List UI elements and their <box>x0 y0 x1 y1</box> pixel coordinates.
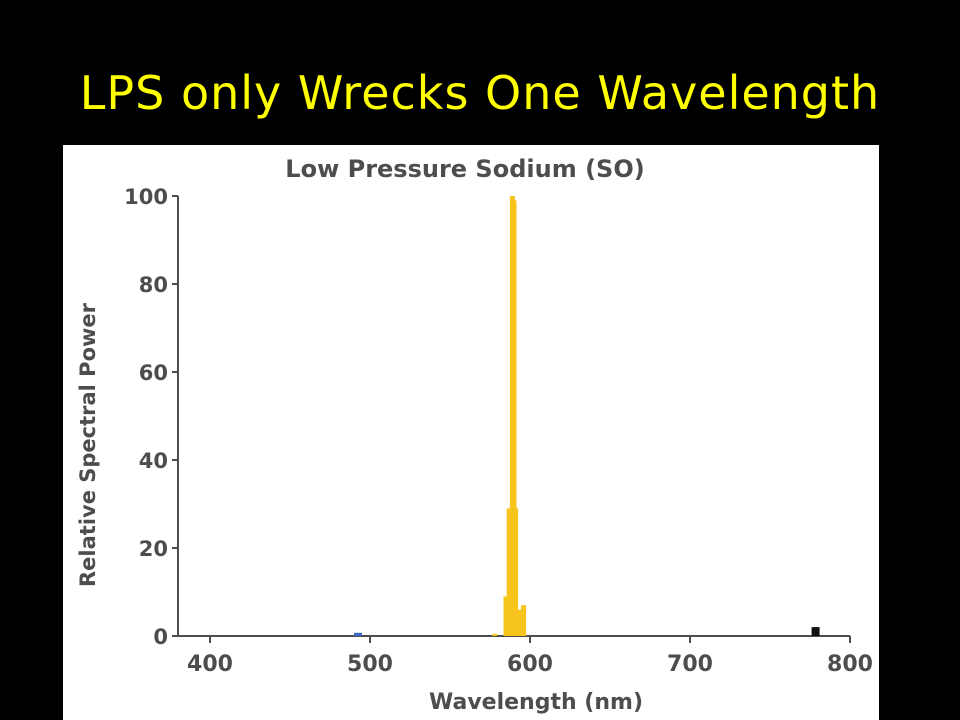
slide-title: LPS only Wrecks One Wavelength <box>79 66 881 120</box>
spectral-bar <box>513 508 519 636</box>
x-tick-label: 700 <box>667 652 713 677</box>
spectral-bar <box>516 609 522 636</box>
y-tick-label: 0 <box>153 625 168 649</box>
minor-emission-trace <box>354 632 362 636</box>
spectral-bar <box>492 633 498 636</box>
chart-title: Low Pressure Sodium (SO) <box>285 155 644 183</box>
y-tick-label: 60 <box>139 361 168 385</box>
spectral-power-chart: Low Pressure Sodium (SO) Relative Spectr… <box>76 155 873 715</box>
x-tick-label: 500 <box>347 652 393 677</box>
spectral-bar <box>511 200 517 636</box>
spectral-bar <box>521 605 527 636</box>
chart-plot-area: 0 20 40 60 80 100 400 500 600 700 800 <box>124 185 873 677</box>
y-tick-label: 100 <box>124 185 168 209</box>
y-tick-label: 20 <box>139 537 168 561</box>
y-tick-label: 80 <box>139 273 168 297</box>
x-tick-label: 600 <box>507 652 553 677</box>
x-tick-label: 800 <box>827 652 873 677</box>
minor-emission-trace <box>811 627 820 636</box>
x-tick-label: 400 <box>187 652 233 677</box>
y-axis-label: Relative Spectral Power <box>76 302 100 587</box>
x-axis-label: Wavelength (nm) <box>429 690 643 715</box>
chart-panel: Low Pressure Sodium (SO) Relative Spectr… <box>63 145 879 720</box>
y-tick-label: 40 <box>139 449 168 473</box>
spectral-bar <box>503 596 509 636</box>
